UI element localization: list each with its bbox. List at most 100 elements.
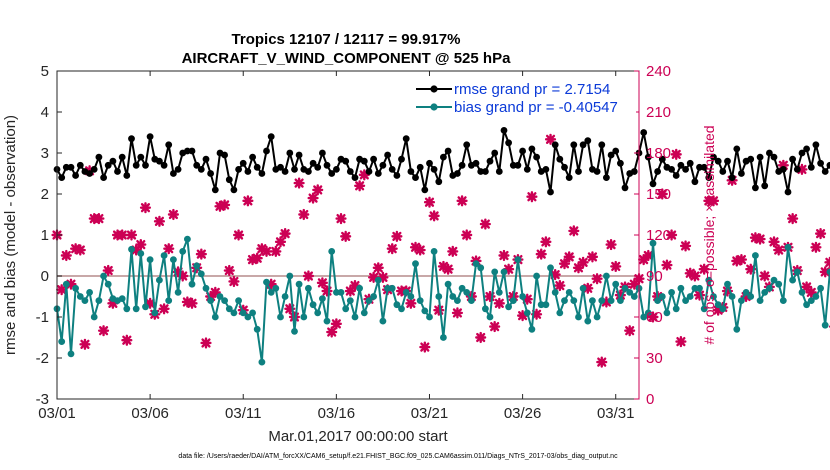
bias-point	[81, 297, 89, 304]
bias-point	[207, 297, 215, 304]
obs-count-point	[814, 228, 827, 240]
obs-count-point	[423, 196, 436, 208]
bias-point	[821, 321, 829, 329]
obs-count-point	[195, 248, 207, 260]
bias-point	[761, 289, 769, 296]
obs-count-point	[754, 233, 766, 245]
rmse-point	[724, 157, 731, 165]
obs-count-point	[428, 210, 440, 222]
rmse-point	[114, 168, 121, 175]
obs-count-point	[442, 263, 454, 275]
bias-point	[216, 293, 224, 300]
obs-count-point	[433, 304, 445, 316]
rmse-point	[649, 180, 657, 188]
bias-point	[528, 325, 536, 333]
obs-count-point	[316, 277, 328, 289]
bias-point	[514, 256, 522, 263]
rmse-point	[416, 163, 424, 171]
bias-point	[710, 293, 717, 300]
rmse-point	[258, 170, 266, 177]
rmse-point	[728, 174, 736, 182]
bias-point	[160, 252, 168, 259]
obs-count-point	[647, 311, 659, 323]
rmse-point	[523, 166, 531, 173]
obs-count-point	[670, 148, 682, 160]
rmse-point	[412, 174, 419, 182]
rmse-point	[630, 168, 638, 175]
rmse-point	[454, 170, 461, 177]
obs-count-point	[242, 195, 254, 207]
obs-count-point	[349, 279, 361, 292]
rmse-point	[230, 186, 238, 194]
bias-point	[505, 303, 512, 311]
bias-point	[379, 317, 387, 325]
rmse-point	[104, 161, 112, 169]
rmse-point	[607, 151, 615, 159]
obs-count-point	[405, 297, 417, 309]
obs-count-point	[340, 230, 352, 242]
obs-count-point	[298, 208, 310, 221]
rmse-point	[58, 174, 66, 182]
obs-count-point	[819, 266, 830, 278]
obs-count-point	[568, 225, 580, 237]
bias-point	[658, 293, 666, 300]
rmse-point	[225, 176, 233, 184]
bias-point	[728, 293, 736, 300]
rmse-point	[160, 161, 168, 169]
obs-count-point	[745, 263, 757, 275]
rmse-point	[305, 168, 312, 175]
obs-count-point	[419, 341, 431, 353]
obs-count-point	[270, 245, 282, 257]
rmse-point	[90, 166, 98, 173]
rmse-point	[793, 166, 801, 173]
obs-count-point	[447, 245, 459, 257]
obs-count-point	[358, 169, 370, 181]
rmse-point	[421, 186, 429, 194]
legend-rmse-marker	[430, 85, 438, 93]
obs-count-point	[503, 263, 515, 275]
obs-count-point	[372, 262, 384, 274]
x-tick-label: 03/16	[318, 405, 356, 422]
y-tick-label: 3	[41, 145, 49, 162]
bias-point	[463, 289, 471, 296]
bias-point	[738, 297, 745, 304]
obs-count-point	[563, 251, 575, 263]
bias-point	[472, 260, 480, 268]
rmse-point	[738, 170, 745, 177]
obs-count-point	[628, 278, 640, 290]
obs-count-point	[121, 334, 133, 346]
obs-count-point	[326, 326, 338, 338]
obs-count-point	[610, 260, 622, 273]
obs-count-point	[302, 270, 315, 282]
bias-point	[374, 276, 382, 284]
rmse-point	[482, 168, 489, 175]
bias-point	[370, 293, 377, 300]
bias-point	[86, 289, 93, 296]
obs-count-point	[167, 208, 179, 221]
rmse-point	[263, 147, 270, 155]
obs-count-point	[219, 199, 231, 211]
bias-point	[752, 252, 759, 259]
bias-point	[719, 305, 727, 313]
rmse-point	[207, 170, 215, 177]
y2-tick-label: 120	[646, 227, 671, 244]
obs-count-point	[624, 325, 636, 337]
bias-point	[170, 256, 177, 263]
rmse-point	[95, 153, 103, 161]
bias-point	[789, 276, 796, 284]
rmse-point	[640, 129, 648, 136]
obs-count-point	[549, 269, 561, 281]
obs-count-point	[479, 218, 491, 230]
obs-count-point	[321, 285, 333, 297]
obs-count-point	[79, 338, 91, 350]
rmse-point	[686, 159, 694, 167]
bias-point	[412, 260, 419, 268]
obs-count-point	[307, 192, 319, 204]
obs-count-point	[707, 195, 720, 207]
y2-tick-label: 30	[646, 350, 663, 367]
rmse-point	[244, 168, 252, 175]
bias-point	[300, 313, 308, 321]
obs-count-point	[344, 285, 356, 297]
bias-point	[249, 309, 256, 317]
obs-count-point	[437, 260, 450, 273]
